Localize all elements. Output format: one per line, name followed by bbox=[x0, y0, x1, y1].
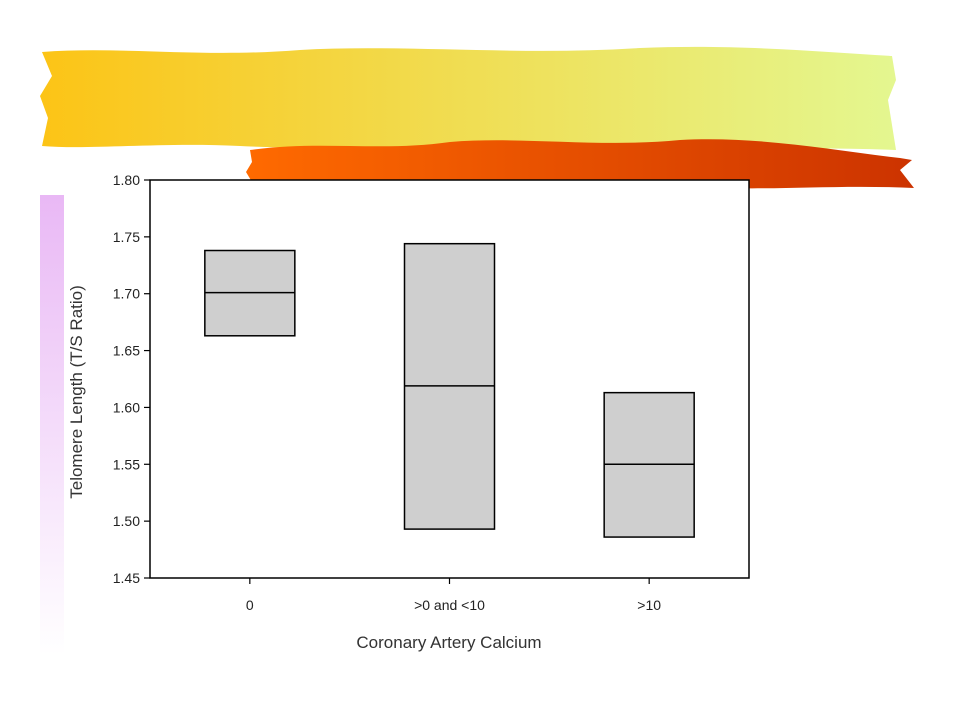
x-tick-label: >10 bbox=[637, 597, 661, 613]
y-tick-label: 1.60 bbox=[113, 399, 140, 415]
y-tick-label: 1.80 bbox=[113, 172, 140, 188]
box-series bbox=[204, 242, 695, 538]
x-axis-title: Coronary Artery Calcium bbox=[356, 633, 541, 652]
x-axis: 0 >0 and <10 >10 bbox=[246, 578, 661, 613]
y-tick-label: 1.65 bbox=[113, 343, 140, 359]
y-axis: 1.45 1.50 1.55 1.60 1.65 1.70 1.75 1.80 bbox=[113, 172, 150, 586]
y-tick-label: 1.55 bbox=[113, 456, 140, 472]
title-banner bbox=[40, 46, 896, 150]
y-tick-label: 1.75 bbox=[113, 229, 140, 245]
y-axis-title: Telomere Length (T/S Ratio) bbox=[67, 285, 86, 499]
x-tick-label: >0 and <10 bbox=[414, 597, 485, 613]
y-tick-label: 1.50 bbox=[113, 513, 140, 529]
x-tick-label: 0 bbox=[246, 597, 254, 613]
y-tick-label: 1.70 bbox=[113, 286, 140, 302]
y-tick-label: 1.45 bbox=[113, 570, 140, 586]
side-accent-bar bbox=[40, 195, 64, 655]
title-ribbon bbox=[246, 139, 914, 189]
